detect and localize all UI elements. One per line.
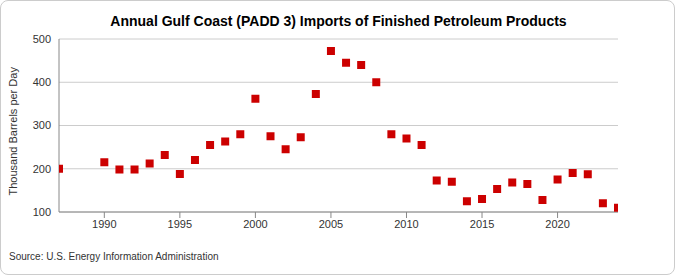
svg-text:400: 400 [33,76,51,88]
svg-text:2005: 2005 [319,218,343,230]
svg-text:300: 300 [33,119,51,131]
svg-text:1990: 1990 [92,218,116,230]
html-text:Annual Gulf Coast (PADD 3) Imp: Annual Gulf Coast (PADD 3) Imports of Fi… [110,13,567,29]
svg-text:1995: 1995 [168,218,192,230]
svg-text:100: 100 [33,206,51,218]
svg-text:2020: 2020 [545,218,569,230]
svg-text:2010: 2010 [394,218,418,230]
svg-text:200: 200 [33,163,51,175]
svg-text:2015: 2015 [470,218,494,230]
svg-text:500: 500 [33,33,51,45]
svg-text:Thousand Barrels per Day: Thousand Barrels per Day [8,67,19,196]
html-text:Source: U.S. Energy Informatio: Source: U.S. Energy Information Administ… [9,251,219,262]
svg-text:2000: 2000 [243,218,267,230]
